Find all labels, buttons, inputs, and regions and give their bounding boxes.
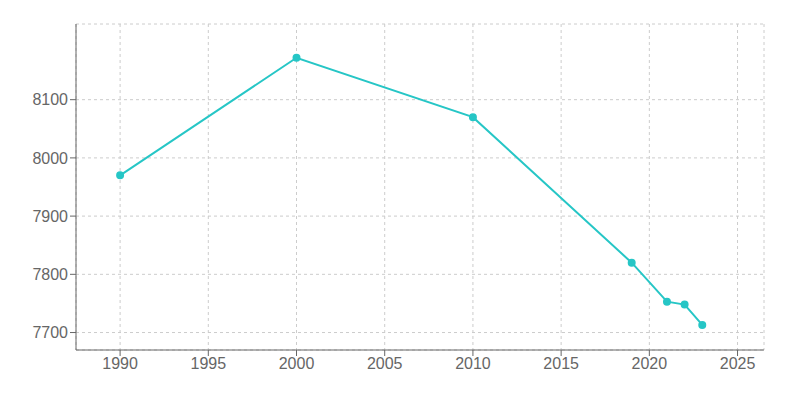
svg-text:2015: 2015 [543, 355, 579, 372]
svg-text:7900: 7900 [32, 208, 68, 225]
svg-text:7700: 7700 [32, 324, 68, 341]
svg-text:2010: 2010 [455, 355, 491, 372]
svg-text:8000: 8000 [32, 150, 68, 167]
svg-text:2000: 2000 [279, 355, 315, 372]
svg-text:2005: 2005 [367, 355, 403, 372]
svg-text:2025: 2025 [720, 355, 756, 372]
svg-text:2020: 2020 [632, 355, 668, 372]
svg-text:1990: 1990 [102, 355, 138, 372]
svg-text:7800: 7800 [32, 266, 68, 283]
svg-text:1995: 1995 [191, 355, 227, 372]
svg-text:8100: 8100 [32, 91, 68, 108]
